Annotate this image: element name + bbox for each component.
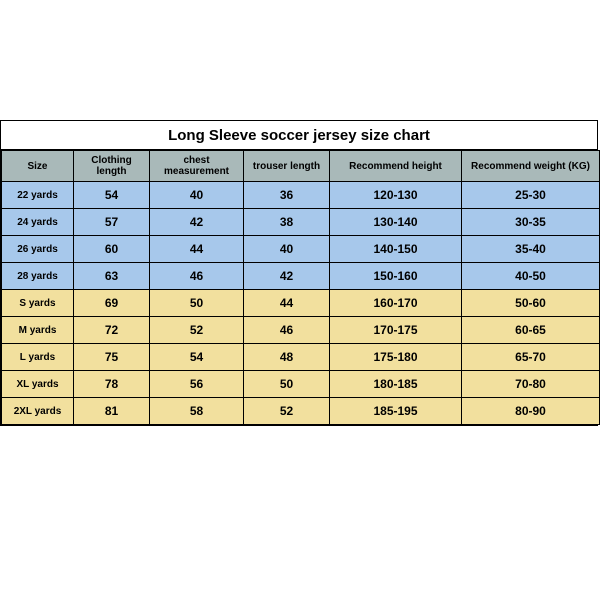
- table-cell: 175-180: [330, 344, 462, 371]
- column-header: chest measurement: [150, 151, 244, 182]
- table-cell: M yards: [2, 317, 74, 344]
- table-cell: 46: [244, 317, 330, 344]
- table-cell: 185-195: [330, 398, 462, 425]
- table-cell: 81: [74, 398, 150, 425]
- table-cell: 2XL yards: [2, 398, 74, 425]
- table-cell: 38: [244, 209, 330, 236]
- table-cell: 60-65: [462, 317, 600, 344]
- table-cell: 40: [150, 182, 244, 209]
- table-cell: 52: [244, 398, 330, 425]
- table-cell: 26 yards: [2, 236, 74, 263]
- table-cell: L yards: [2, 344, 74, 371]
- table-cell: 170-175: [330, 317, 462, 344]
- table-cell: 70-80: [462, 371, 600, 398]
- table-cell: 40: [244, 236, 330, 263]
- table-cell: 46: [150, 263, 244, 290]
- table-row: M yards725246170-17560-65: [2, 317, 600, 344]
- table-body: 22 yards544036120-13025-3024 yards574238…: [2, 182, 600, 425]
- table-cell: 24 yards: [2, 209, 74, 236]
- table-cell: 42: [150, 209, 244, 236]
- table-cell: 48: [244, 344, 330, 371]
- table-cell: 44: [150, 236, 244, 263]
- column-header: Recommend weight (KG): [462, 151, 600, 182]
- table-cell: 69: [74, 290, 150, 317]
- table-cell: 180-185: [330, 371, 462, 398]
- table-row: XL yards785650180-18570-80: [2, 371, 600, 398]
- table-cell: 40-50: [462, 263, 600, 290]
- table-cell: 50: [244, 371, 330, 398]
- table-row: 28 yards634642150-16040-50: [2, 263, 600, 290]
- table-cell: 42: [244, 263, 330, 290]
- table-cell: 78: [74, 371, 150, 398]
- table-row: 2XL yards815852185-19580-90: [2, 398, 600, 425]
- table-row: 26 yards604440140-15035-40: [2, 236, 600, 263]
- table-header-row: SizeClothing lengthchest measurementtrou…: [2, 151, 600, 182]
- table-cell: 120-130: [330, 182, 462, 209]
- size-table: SizeClothing lengthchest measurementtrou…: [1, 150, 600, 425]
- chart-title: Long Sleeve soccer jersey size chart: [1, 121, 597, 150]
- table-cell: 36: [244, 182, 330, 209]
- size-chart: Long Sleeve soccer jersey size chart Siz…: [0, 120, 598, 426]
- table-cell: 56: [150, 371, 244, 398]
- table-cell: 28 yards: [2, 263, 74, 290]
- table-cell: 75: [74, 344, 150, 371]
- table-cell: 60: [74, 236, 150, 263]
- table-cell: 72: [74, 317, 150, 344]
- table-row: S yards695044160-17050-60: [2, 290, 600, 317]
- table-cell: 140-150: [330, 236, 462, 263]
- column-header: Recommend height: [330, 151, 462, 182]
- table-cell: 50: [150, 290, 244, 317]
- table-cell: 35-40: [462, 236, 600, 263]
- table-cell: 22 yards: [2, 182, 74, 209]
- table-cell: 44: [244, 290, 330, 317]
- table-cell: 150-160: [330, 263, 462, 290]
- column-header: trouser length: [244, 151, 330, 182]
- table-cell: 58: [150, 398, 244, 425]
- table-cell: 50-60: [462, 290, 600, 317]
- table-cell: 30-35: [462, 209, 600, 236]
- table-cell: XL yards: [2, 371, 74, 398]
- table-cell: S yards: [2, 290, 74, 317]
- table-cell: 160-170: [330, 290, 462, 317]
- column-header: Size: [2, 151, 74, 182]
- table-row: 22 yards544036120-13025-30: [2, 182, 600, 209]
- table-cell: 63: [74, 263, 150, 290]
- table-row: 24 yards574238130-14030-35: [2, 209, 600, 236]
- column-header: Clothing length: [74, 151, 150, 182]
- table-row: L yards755448175-18065-70: [2, 344, 600, 371]
- table-cell: 130-140: [330, 209, 462, 236]
- table-cell: 52: [150, 317, 244, 344]
- table-cell: 57: [74, 209, 150, 236]
- table-cell: 54: [74, 182, 150, 209]
- table-cell: 54: [150, 344, 244, 371]
- table-cell: 65-70: [462, 344, 600, 371]
- table-cell: 25-30: [462, 182, 600, 209]
- table-cell: 80-90: [462, 398, 600, 425]
